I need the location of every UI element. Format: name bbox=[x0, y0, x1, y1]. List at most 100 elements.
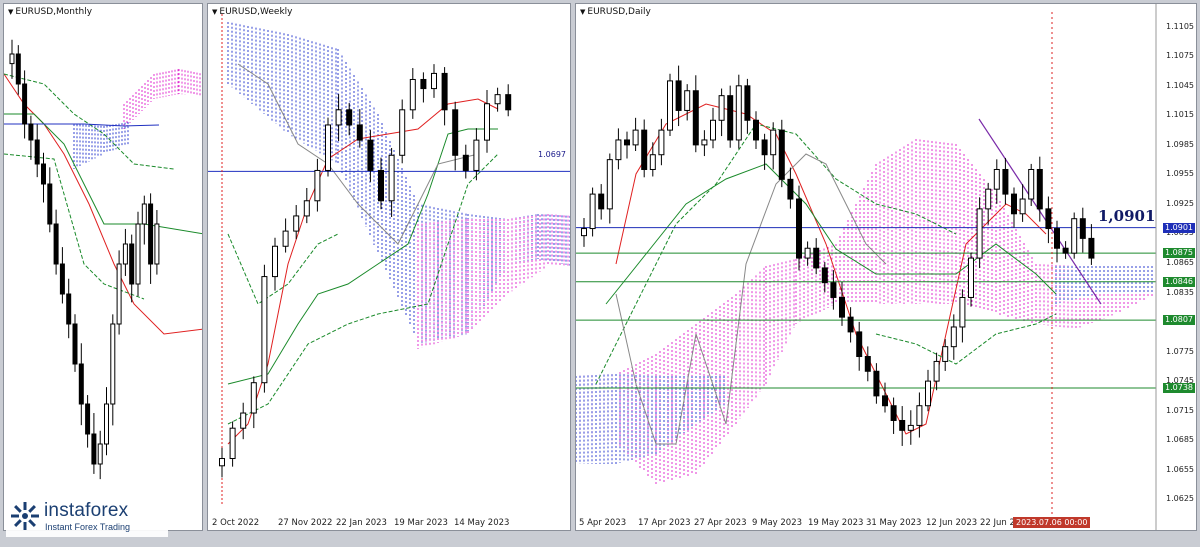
daily-candle bbox=[778, 129, 785, 180]
daily-candle bbox=[675, 80, 682, 111]
monthly-candle bbox=[141, 203, 147, 225]
daily-candle bbox=[925, 380, 931, 407]
daily-y-tick-label: 1.0985 bbox=[1166, 139, 1194, 149]
weekly-chart-title: ▼ EURUSD,Weekly bbox=[212, 7, 293, 17]
daily-candle bbox=[718, 95, 725, 121]
daily-span-b bbox=[875, 313, 1057, 365]
daily-candle bbox=[993, 168, 1000, 190]
dropdown-triangle-icon[interactable]: ▼ bbox=[212, 8, 218, 16]
daily-x-tick-label: 17 Apr 2023 bbox=[638, 518, 691, 528]
daily-y-tick-label: 1.1105 bbox=[1166, 21, 1194, 31]
monthly-candle bbox=[22, 83, 28, 125]
weekly-chart-canvas bbox=[208, 14, 570, 504]
daily-candle bbox=[864, 356, 871, 372]
weekly-candle bbox=[240, 412, 247, 429]
weekly-candle bbox=[303, 200, 310, 217]
weekly-candle bbox=[282, 230, 289, 247]
monthly-chart-panel[interactable]: ▼ EURUSD,Monthly bbox=[3, 3, 203, 531]
daily-candle bbox=[684, 90, 691, 111]
monthly-candle bbox=[110, 323, 116, 405]
weekly-cloud-pink bbox=[417, 214, 569, 349]
monthly-candle bbox=[122, 243, 128, 265]
weekly-candle bbox=[452, 109, 459, 156]
daily-candle bbox=[916, 405, 923, 426]
weekly-title-text: EURUSD,Weekly bbox=[219, 7, 293, 17]
weekly-chart-panel[interactable]: ▼ EURUSD,Weekly 1.0697 2 Oct 2022 27 Nov 2… bbox=[207, 3, 571, 531]
monthly-span-line-2 bbox=[4, 153, 145, 300]
dropdown-triangle-icon[interactable]: ▼ bbox=[8, 8, 14, 16]
daily-candle bbox=[899, 419, 906, 431]
daily-price-tag: 1.0846 bbox=[1163, 276, 1195, 287]
monthly-candle bbox=[72, 323, 78, 365]
daily-y-tick-label: 1.0715 bbox=[1166, 405, 1194, 415]
weekly-candle bbox=[462, 154, 469, 171]
daily-y-tick-label: 1.0895 bbox=[1166, 228, 1194, 238]
daily-price-tag: 1.0901 bbox=[1163, 222, 1195, 233]
weekly-candle bbox=[272, 245, 278, 278]
daily-candle bbox=[907, 424, 914, 431]
daily-tenkan-line bbox=[615, 103, 1047, 435]
daily-candle bbox=[950, 326, 957, 348]
monthly-candle bbox=[97, 443, 103, 465]
monthly-candle bbox=[59, 263, 65, 295]
daily-candle bbox=[667, 80, 673, 131]
daily-candle bbox=[589, 193, 596, 230]
daily-y-tick-label: 1.0835 bbox=[1166, 287, 1194, 297]
weekly-span-b bbox=[227, 233, 339, 305]
monthly-candle bbox=[85, 403, 91, 435]
daily-candle bbox=[804, 247, 811, 259]
monthly-candle bbox=[41, 163, 46, 185]
daily-y-tick-label: 1.1075 bbox=[1166, 51, 1194, 61]
monthly-candle bbox=[154, 223, 160, 265]
daily-y-tick-label: 1.0655 bbox=[1166, 464, 1194, 474]
weekly-candle bbox=[409, 78, 416, 111]
daily-candle bbox=[744, 85, 751, 121]
daily-candle bbox=[1011, 193, 1017, 215]
daily-candle bbox=[882, 395, 888, 407]
daily-cloud-blue bbox=[576, 374, 725, 464]
weekly-candle bbox=[314, 169, 321, 202]
weekly-candle bbox=[219, 458, 225, 467]
daily-candle bbox=[701, 139, 708, 146]
daily-cloud-pink bbox=[576, 139, 1153, 484]
weekly-candle bbox=[293, 215, 300, 232]
monthly-tenkan-line bbox=[4, 73, 202, 335]
daily-key-level-label: 1,0901 bbox=[1098, 207, 1156, 225]
weekly-x-tick-label: 22 Jan 2023 bbox=[336, 518, 387, 528]
instaforex-logo-icon bbox=[11, 502, 39, 530]
daily-candle bbox=[727, 95, 734, 141]
weekly-candle bbox=[261, 276, 268, 384]
monthly-candle bbox=[116, 263, 122, 325]
weekly-candle bbox=[388, 154, 395, 202]
daily-candle bbox=[606, 159, 613, 210]
daily-candle bbox=[1028, 168, 1035, 200]
daily-candle bbox=[1079, 218, 1086, 239]
daily-candle bbox=[649, 154, 656, 170]
daily-candle bbox=[1002, 168, 1009, 195]
daily-x-tick-label: 31 May 2023 bbox=[866, 518, 922, 528]
monthly-cloud-pink bbox=[123, 69, 201, 129]
daily-y-tick-label: 1.0865 bbox=[1166, 258, 1194, 267]
weekly-candle bbox=[356, 124, 363, 141]
daily-chart-panel[interactable]: ▼ EURUSD,Daily 1,0901 1.1105 1.1075 1.1045 1… bbox=[575, 3, 1197, 531]
crosshair-date-tag: 2023.07.06 00:00 bbox=[1013, 517, 1091, 528]
monthly-level-line bbox=[4, 123, 160, 127]
weekly-candle bbox=[229, 427, 236, 460]
daily-candle bbox=[796, 198, 802, 259]
daily-chart-canvas bbox=[576, 4, 1157, 530]
daily-y-tick-label: 1.0685 bbox=[1166, 435, 1194, 445]
monthly-chart-title: ▼ EURUSD,Monthly bbox=[8, 7, 92, 17]
daily-candle bbox=[761, 139, 768, 156]
daily-candle bbox=[615, 139, 622, 161]
dropdown-triangle-icon[interactable]: ▼ bbox=[580, 8, 586, 16]
daily-title-text: EURUSD,Daily bbox=[587, 7, 651, 17]
instaforex-logo: instaforex Instant Forex Trading bbox=[6, 497, 168, 537]
weekly-candle bbox=[473, 139, 480, 171]
monthly-candle bbox=[129, 243, 135, 285]
daily-candle bbox=[813, 247, 820, 269]
daily-candle bbox=[1036, 168, 1043, 210]
weekly-candle bbox=[399, 109, 406, 156]
daily-candle bbox=[968, 257, 974, 298]
daily-candle bbox=[830, 282, 837, 298]
